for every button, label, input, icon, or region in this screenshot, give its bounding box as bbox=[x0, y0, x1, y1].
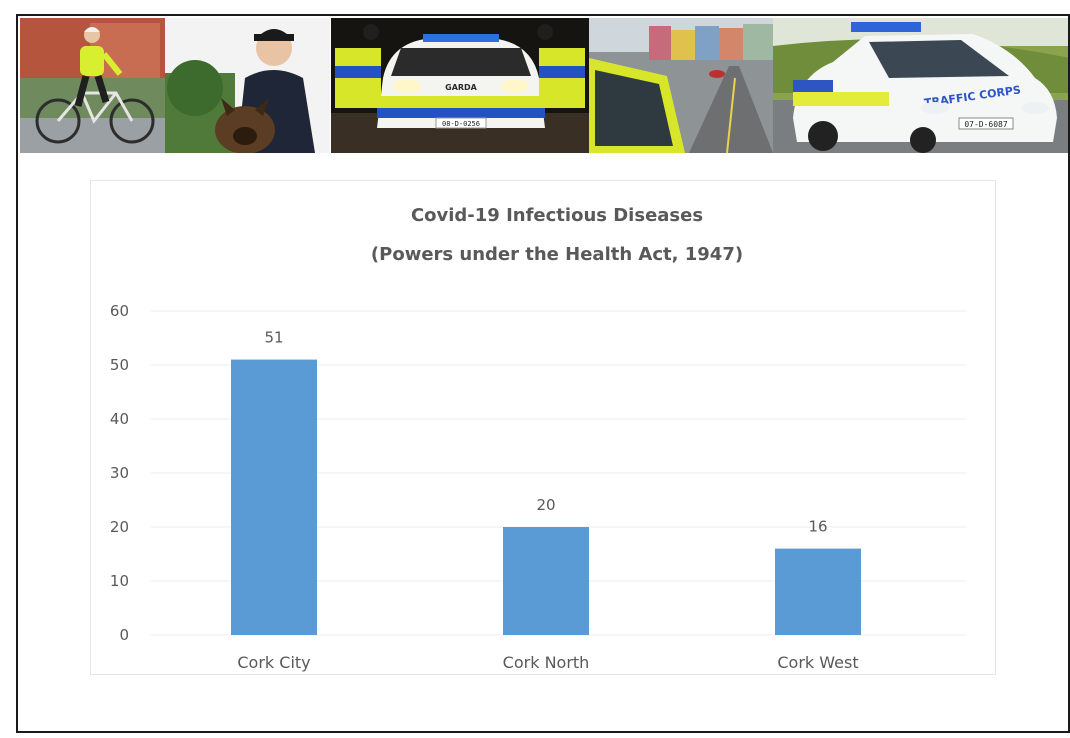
bar-chart: Covid-19 Infectious Diseases (Powers und… bbox=[110, 205, 967, 672]
report-frame: GARDA 08-D-0256 bbox=[16, 14, 1070, 733]
bar bbox=[231, 359, 317, 635]
x-tick-label: Cork West bbox=[777, 653, 858, 672]
photo-dog-handler bbox=[165, 18, 330, 153]
y-tick-label: 60 bbox=[110, 302, 129, 320]
data-label: 16 bbox=[808, 518, 827, 536]
car-garda-lettering: GARDA bbox=[445, 83, 478, 92]
x-axis-tick-labels: Cork City Cork North Cork West bbox=[237, 653, 858, 672]
y-tick-label: 10 bbox=[110, 572, 129, 590]
x-tick-label: Cork City bbox=[237, 653, 310, 672]
chart-bars bbox=[231, 359, 861, 635]
bar bbox=[503, 527, 589, 635]
photo-cyclist-officer bbox=[20, 18, 165, 153]
car-number-plate-traffic: 07-D-6087 bbox=[964, 120, 1008, 129]
x-tick-label: Cork North bbox=[503, 653, 590, 672]
y-tick-label: 0 bbox=[119, 626, 129, 644]
y-axis-tick-labels: 0 10 20 30 40 50 60 bbox=[110, 302, 129, 644]
chart-panel: Covid-19 Infectious Diseases (Powers und… bbox=[90, 180, 996, 675]
chart-subtitle: (Powers under the Health Act, 1947) bbox=[371, 244, 743, 265]
y-tick-label: 20 bbox=[110, 518, 129, 536]
data-label: 20 bbox=[536, 496, 555, 514]
photo-street-patrol bbox=[589, 18, 773, 153]
chart-data-labels: 51 20 16 bbox=[264, 329, 827, 536]
car-number-plate-night: 08-D-0256 bbox=[442, 120, 480, 128]
y-tick-label: 50 bbox=[110, 356, 129, 374]
data-label: 51 bbox=[264, 329, 283, 347]
chart-title: Covid-19 Infectious Diseases bbox=[411, 205, 703, 226]
y-tick-label: 30 bbox=[110, 464, 129, 482]
bar bbox=[775, 548, 861, 635]
photo-traffic-corps-car: TRAFFIC CORPS 07-D-6087 bbox=[773, 18, 1068, 153]
garda-photo-banner: GARDA 08-D-0256 bbox=[20, 18, 1068, 153]
photo-garda-car-night: GARDA 08-D-0256 bbox=[331, 18, 589, 153]
y-tick-label: 40 bbox=[110, 410, 129, 428]
